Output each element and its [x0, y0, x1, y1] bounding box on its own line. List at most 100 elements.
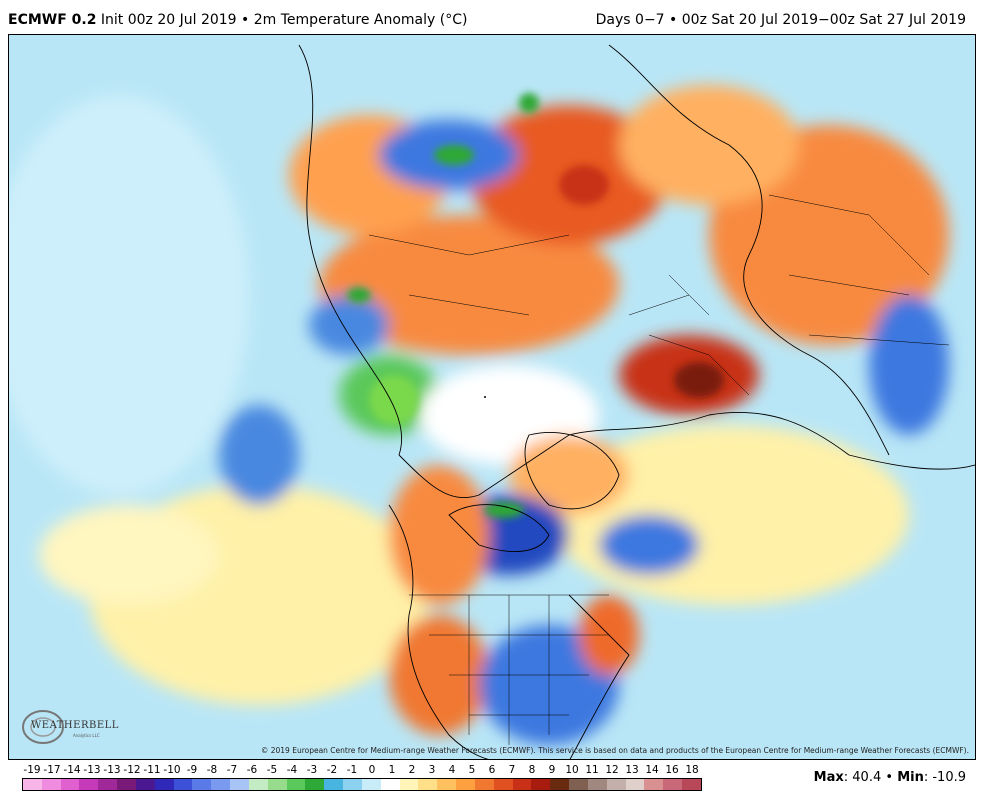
legend-tick-label: -12 [123, 764, 141, 776]
kamchatka-cool-anomaly [309, 295, 389, 355]
legend-swatch [117, 779, 136, 790]
temperature-anomaly-map: WEATHERBELL Analytics LLC © 2019 Europea… [8, 34, 976, 760]
legend-swatch [569, 779, 588, 790]
legend-swatch [79, 779, 99, 790]
weatherbell-logo: WEATHERBELL Analytics LLC [21, 709, 125, 745]
western-us-warm-anomaly [389, 615, 489, 735]
north-america-east-coast [568, 594, 630, 759]
legend-tick-label: -1 [346, 764, 358, 776]
legend-tick-label: -5 [266, 764, 278, 776]
mongolia-extreme-cold [434, 145, 474, 165]
anomaly-extremes [347, 93, 724, 518]
legend-tick-label: 10 [565, 764, 579, 776]
legend-swatch [644, 779, 664, 790]
max-value: 40.4 [852, 770, 882, 785]
borders [368, 194, 950, 745]
copyright-notice: © 2019 European Centre for Medium-range … [260, 746, 969, 755]
anomaly-field [9, 85, 949, 745]
legend-swatch [343, 779, 362, 790]
maxmin-separator: • [885, 770, 894, 785]
legend-swatch [380, 779, 400, 790]
max-min-readout: Max: 40.4 • Min: -10.9 [813, 770, 966, 785]
kamchatka-extreme-cold [347, 287, 371, 303]
north-pole-marker [484, 396, 486, 398]
logo-text: WEATHERBELL [31, 720, 119, 731]
legend-tick-label: -13 [103, 764, 121, 776]
field-name: 2m Temperature Anomaly (°C) [253, 12, 468, 28]
legend-tick-label: -3 [306, 764, 318, 776]
legend-swatch [512, 779, 532, 790]
legend-swatch [248, 779, 268, 790]
legend-swatch [531, 779, 551, 790]
legend-swatch [399, 779, 419, 790]
us-state-lines-vertical [468, 595, 550, 745]
logo-swoosh-icon [22, 710, 64, 744]
legend-tick-label: -7 [226, 764, 238, 776]
legend-tick-label: 9 [548, 764, 556, 776]
legend-swatch [361, 779, 381, 790]
eurasia-north-coast [398, 411, 975, 499]
legend-labels: -19 -17 -14 -13 -13 -12 -11 -10 -9 -8 -7 -6 -5 -4 -3 -2… [22, 764, 702, 778]
legend-tick-label: 18 [685, 764, 699, 776]
asia-east-coast [298, 44, 403, 456]
legend-tick-label: 2 [408, 764, 416, 776]
europe-borders [628, 274, 750, 396]
legend-swatch [267, 779, 287, 790]
max-label: Max [813, 770, 844, 785]
middle-east-warm-anomaly [619, 85, 799, 205]
legend-tick-label: -2 [326, 764, 338, 776]
legend-swatch [474, 779, 494, 790]
legend-swatch [135, 779, 155, 790]
legend-tick-label: -9 [186, 764, 198, 776]
legend-swatch [493, 779, 513, 790]
northwest-canada-warm-anomaly [389, 465, 489, 605]
legend-swatch [192, 779, 212, 790]
siberia-warm-anomaly [319, 215, 619, 355]
middle-east-coast [608, 44, 890, 456]
legend-tick-label: 12 [605, 764, 619, 776]
legend-swatch [606, 779, 626, 790]
greenland-coast [524, 431, 620, 510]
logo-subtext: Analytics LLC [73, 733, 100, 738]
pacific-neutral-region [9, 95, 249, 495]
legend-tick-label: 3 [428, 764, 436, 776]
siberia-extreme-cold [519, 93, 539, 113]
coastlines [298, 44, 975, 759]
africa-borders [768, 194, 950, 346]
legend-swatch [173, 779, 193, 790]
legend-tick-label: 14 [645, 764, 659, 776]
forecast-period: Days 0−7 • 00z Sat 20 Jul 2019−00z Sat 2… [595, 12, 966, 28]
legend-swatch [681, 779, 701, 790]
legend-tick-label: -4 [286, 764, 298, 776]
hudson-extreme-cold [484, 502, 524, 518]
pacific-warm-region-west [39, 505, 219, 605]
legend-swatch [663, 779, 682, 790]
legend-tick-label: 4 [448, 764, 456, 776]
legend-swatch [456, 779, 475, 790]
legend-swatch [625, 779, 645, 790]
legend-swatch [305, 779, 325, 790]
north-america-west-coast [388, 504, 489, 759]
model-name: ECMWF 0.2 [8, 12, 97, 28]
legend-swatch [154, 779, 174, 790]
legend-tick-label: 1 [388, 764, 396, 776]
legend-swatch [587, 779, 607, 790]
legend-swatch [418, 779, 438, 790]
labrador-cool-anomaly [599, 515, 699, 575]
legend-tick-label: 5 [468, 764, 476, 776]
legend-tick-label: -14 [63, 764, 81, 776]
us-state-lines [429, 634, 609, 716]
legend-color-bar [22, 778, 702, 791]
legend-swatch [98, 779, 118, 790]
legend-tick-label: 8 [528, 764, 536, 776]
legend-swatch [41, 779, 61, 790]
legend-swatch [550, 779, 570, 790]
east-asia-extreme-heat [559, 165, 609, 205]
legend-tick-label: 7 [508, 764, 516, 776]
legend-tick-label: 16 [665, 764, 679, 776]
legend-tick-label: 0 [368, 764, 376, 776]
legend-tick-label: 13 [625, 764, 639, 776]
alaska-extreme-cold [369, 375, 419, 425]
map-canvas [9, 35, 975, 759]
legend-swatch [23, 779, 42, 790]
